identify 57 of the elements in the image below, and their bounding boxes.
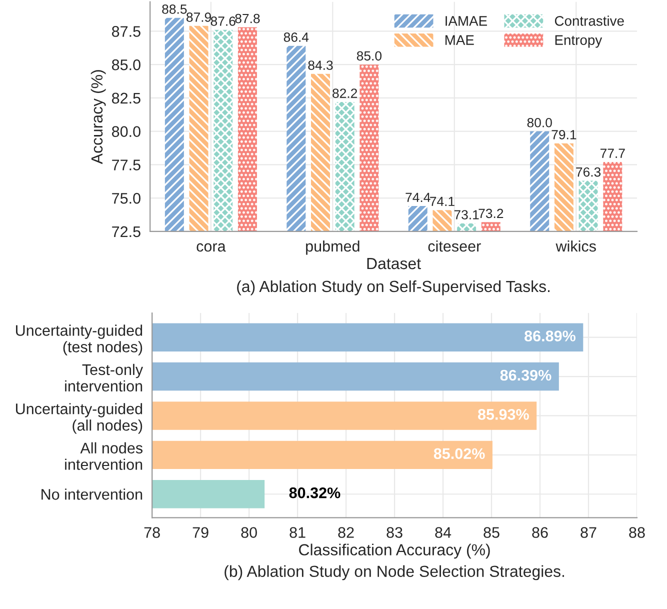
data-label: 79.1 [552, 130, 576, 140]
legend-label: MAE [445, 35, 474, 45]
x-tick-label: 86 [532, 527, 548, 538]
data-label: 87.6 [210, 16, 236, 26]
data-label: 86.89% [524, 330, 576, 342]
data-label: 73.2 [478, 208, 504, 218]
data-label: 74.1 [430, 196, 454, 206]
y-tick-label: 82.5 [112, 92, 140, 104]
y-tick-label: 87.5 [112, 26, 140, 37]
data-label: 87.8 [235, 14, 260, 24]
x-tick-label: 80 [241, 527, 257, 538]
y-tick-label: 75.0 [112, 192, 140, 204]
x-axis-title: Dataset [367, 258, 421, 270]
y-tick-label: 77.5 [112, 160, 140, 170]
y-tick-label: All nodes intervention [65, 442, 142, 470]
x-tick-label: 78 [144, 527, 160, 538]
x-tick-label: 88 [629, 527, 645, 538]
x-axis-title: Classification Accuracy (%) [299, 544, 490, 559]
data-label: 76.3 [576, 167, 601, 177]
data-label: 85.0 [356, 51, 382, 61]
y-tick-label: 72.5 [112, 226, 140, 238]
y-tick-label: Uncertainty-guided (all nodes) [16, 403, 142, 434]
data-label: 82.2 [332, 88, 358, 98]
x-tick-label: 81 [290, 527, 306, 538]
y-axis-title: Accuracy (%) [90, 70, 106, 164]
x-tick-label: 87 [580, 527, 596, 538]
data-label: 73.1 [454, 210, 479, 220]
data-label: 74.4 [406, 192, 430, 202]
data-label: 77.7 [600, 148, 625, 158]
x-tick-label: 85 [484, 527, 500, 538]
y-tick-label: No intervention [42, 488, 142, 500]
data-label: 86.4 [284, 32, 309, 42]
data-label: 87.9 [186, 12, 211, 22]
x-tick-label: 84 [435, 527, 452, 538]
legend-label: Entropy [555, 35, 602, 48]
text: (b) Ablation Study on Node Selection Strategies. [224, 565, 564, 580]
x-tick-label: cora [196, 243, 226, 252]
y-tick-label: Uncertainty-guided (test nodes) [16, 324, 142, 356]
data-label: 85.02% [434, 448, 485, 460]
data-label: 80.32% [289, 487, 340, 498]
data-label: 80.0 [527, 118, 552, 128]
data-label: 88.5 [162, 4, 187, 14]
data-label: 85.93% [478, 409, 529, 420]
x-tick-label: 83 [386, 527, 402, 538]
x-tick-label: wikics [556, 240, 596, 252]
x-tick-label: 79 [192, 527, 208, 538]
y-tick-label: Test-only intervention [65, 364, 144, 392]
x-tick-label: citeseer [428, 240, 481, 252]
data-label: 84.3 [308, 60, 333, 70]
x-tick-label: 82 [338, 527, 354, 538]
x-tick-label: pubmed [306, 240, 360, 255]
legend-label: IAMAE [446, 16, 487, 26]
data-label: 86.39% [500, 370, 552, 381]
y-tick-label: 80.0 [112, 126, 140, 137]
legend-label: Contrastive [554, 16, 624, 26]
y-tick-label: 85.0 [112, 59, 140, 70]
text: (a) Ablation Study on Self-Supervised Tasks. [237, 280, 550, 296]
